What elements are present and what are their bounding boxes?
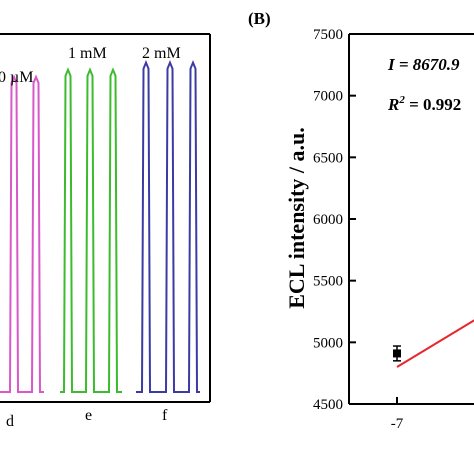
r-squared-text: R2 = 0.992 bbox=[387, 94, 461, 114]
panel-a: 0 µM 1 mM 2 mM d e f bbox=[0, 33, 211, 430]
y-tick-label: 6000 bbox=[313, 212, 343, 228]
conc-label-d: 0 µM bbox=[0, 69, 33, 86]
equation-text: I = 8670.9 bbox=[387, 55, 460, 74]
x-ticks: -7 bbox=[391, 397, 404, 432]
traces bbox=[0, 60, 200, 393]
y-tick-label: 7500 bbox=[313, 27, 343, 43]
y-tick-label: 7000 bbox=[313, 89, 343, 105]
r-symbol: R bbox=[387, 95, 399, 114]
r-exponent: 2 bbox=[398, 94, 405, 106]
x-tick-label: -7 bbox=[391, 416, 404, 432]
conc-label-f: 2 mM bbox=[142, 45, 181, 62]
trace-e bbox=[60, 67, 122, 393]
trace-f bbox=[136, 60, 200, 393]
y-ticks: 4500 5000 5500 6000 6500 7000 7500 bbox=[313, 27, 356, 413]
panel-b: (B) ECL intensity / a.u. 4500 5000 5500 600… bbox=[248, 9, 474, 432]
trace-d bbox=[0, 74, 44, 393]
y-axis-label: ECL intensity / a.u. bbox=[284, 127, 309, 309]
panel-label-b: (B) bbox=[248, 9, 271, 28]
letter-label-f: f bbox=[162, 407, 168, 424]
y-tick-label: 5000 bbox=[313, 335, 343, 351]
y-tick-label: 4500 bbox=[313, 397, 343, 413]
r-value: = 0.992 bbox=[405, 95, 461, 114]
y-tick-label: 6500 bbox=[313, 150, 343, 166]
letter-label-d: d bbox=[6, 413, 14, 430]
data-point bbox=[393, 349, 401, 358]
letter-label-e: e bbox=[85, 407, 92, 424]
conc-label-e: 1 mM bbox=[68, 45, 107, 62]
fit-line bbox=[396, 319, 474, 368]
data-points bbox=[393, 345, 401, 362]
y-tick-label: 5500 bbox=[313, 274, 343, 290]
